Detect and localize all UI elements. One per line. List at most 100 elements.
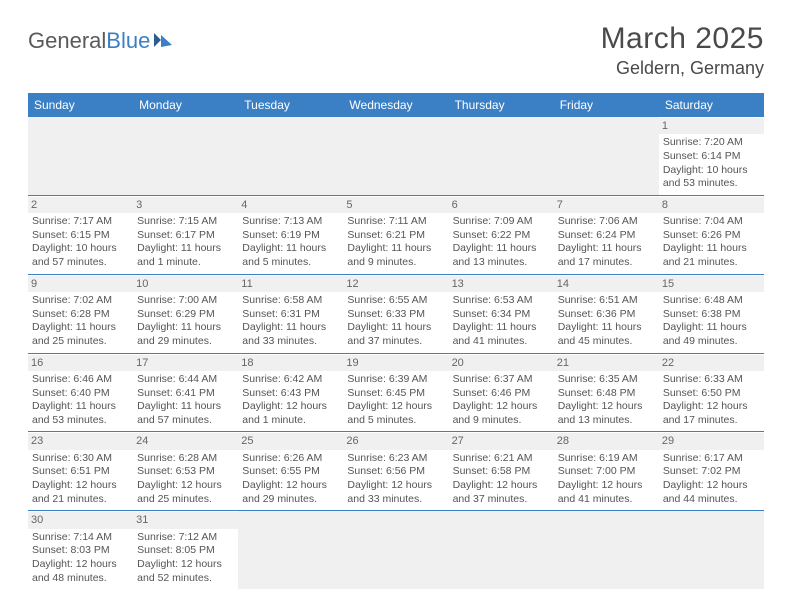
calendar-cell-blank	[238, 511, 343, 589]
calendar-cell-blank	[449, 511, 554, 589]
calendar-cell: 20 Sunrise: 6:37 AMSunset: 6:46 PMDayligh…	[449, 354, 554, 432]
day-detail: and 1 minute.	[242, 414, 339, 428]
day-number: 5	[343, 197, 448, 213]
day-number: 19	[343, 355, 448, 371]
day-detail: Daylight: 11 hours	[242, 321, 339, 335]
day-detail: Sunrise: 7:13 AM	[242, 215, 339, 229]
day-detail: Sunset: 6:22 PM	[453, 229, 550, 243]
day-detail: and 53 minutes.	[32, 414, 129, 428]
day-number: 25	[238, 433, 343, 449]
day-detail: Daylight: 11 hours	[558, 321, 655, 335]
day-number: 3	[133, 197, 238, 213]
day-detail: Sunset: 6:15 PM	[32, 229, 129, 243]
calendar-cell: 11Sunrise: 6:58 AMSunset: 6:31 PMDayligh…	[238, 275, 343, 353]
day-detail: Sunset: 6:36 PM	[558, 308, 655, 322]
day-detail: Sunset: 7:00 PM	[558, 465, 655, 479]
day-detail: and 9 minutes.	[347, 256, 444, 270]
day-detail: Daylight: 12 hours	[558, 400, 655, 414]
day-detail: Daylight: 12 hours	[32, 558, 129, 572]
day-detail: and 52 minutes.	[137, 572, 234, 586]
day-detail: Sunset: 6:29 PM	[137, 308, 234, 322]
day-number: 8	[659, 197, 764, 213]
calendar-cell: 24Sunrise: 6:28 AMSunset: 6:53 PMDayligh…	[133, 432, 238, 510]
calendar-cell: 25Sunrise: 6:26 AMSunset: 6:55 PMDayligh…	[238, 432, 343, 510]
calendar-cell: 26Sunrise: 6:23 AMSunset: 6:56 PMDayligh…	[343, 432, 448, 510]
day-detail: and 49 minutes.	[663, 335, 760, 349]
calendar-week: 16Sunrise: 6:46 AMSunset: 6:40 PMDayligh…	[28, 354, 764, 433]
day-detail: Daylight: 12 hours	[137, 558, 234, 572]
day-detail: and 13 minutes.	[558, 414, 655, 428]
day-detail: Sunset: 6:43 PM	[242, 387, 339, 401]
calendar-cell-blank	[28, 117, 133, 195]
day-detail: Sunrise: 7:02 AM	[32, 294, 129, 308]
logo: GeneralBlue	[28, 28, 174, 54]
day-detail: Daylight: 11 hours	[558, 242, 655, 256]
day-detail: and 41 minutes.	[558, 493, 655, 507]
day-detail: and 13 minutes.	[453, 256, 550, 270]
calendar-grid: 1Sunrise: 7:20 AMSunset: 6:14 PMDaylight…	[28, 117, 764, 589]
calendar-cell: 12Sunrise: 6:55 AMSunset: 6:33 PMDayligh…	[343, 275, 448, 353]
calendar-cell: 6Sunrise: 7:09 AMSunset: 6:22 PMDaylight…	[449, 196, 554, 274]
day-detail: Sunset: 6:58 PM	[453, 465, 550, 479]
day-detail: Sunset: 6:55 PM	[242, 465, 339, 479]
calendar-week: 23Sunrise: 6:30 AMSunset: 6:51 PMDayligh…	[28, 432, 764, 511]
day-detail: and 33 minutes.	[347, 493, 444, 507]
day-detail: Daylight: 11 hours	[453, 321, 550, 335]
calendar-cell-blank	[554, 117, 659, 195]
day-detail: Daylight: 12 hours	[663, 400, 760, 414]
day-detail: Sunrise: 7:06 AM	[558, 215, 655, 229]
day-detail: Daylight: 10 hours	[32, 242, 129, 256]
day-number: 12	[343, 276, 448, 292]
day-detail: and 21 minutes.	[663, 256, 760, 270]
weekday-label: Monday	[133, 93, 238, 117]
day-detail: and 41 minutes.	[453, 335, 550, 349]
day-detail: Sunrise: 6:37 AM	[453, 373, 550, 387]
day-detail: and 29 minutes.	[137, 335, 234, 349]
calendar-cell: 4Sunrise: 7:13 AMSunset: 6:19 PMDaylight…	[238, 196, 343, 274]
calendar-cell-blank	[343, 117, 448, 195]
day-detail: Daylight: 10 hours	[663, 164, 760, 178]
day-detail: Sunrise: 6:53 AM	[453, 294, 550, 308]
day-detail: Sunset: 6:56 PM	[347, 465, 444, 479]
header: GeneralBlue March 2025 Geldern, Germany	[28, 22, 764, 79]
logo-flag-icon	[152, 31, 174, 49]
day-detail: Sunrise: 6:17 AM	[663, 452, 760, 466]
day-number: 1	[659, 118, 764, 134]
day-detail: Sunset: 6:46 PM	[453, 387, 550, 401]
day-detail: Daylight: 12 hours	[453, 400, 550, 414]
day-detail: Sunset: 6:19 PM	[242, 229, 339, 243]
day-detail: Daylight: 11 hours	[32, 400, 129, 414]
weekday-label: Friday	[554, 93, 659, 117]
calendar-cell: 16Sunrise: 6:46 AMSunset: 6:40 PMDayligh…	[28, 354, 133, 432]
calendar-cell: 2Sunrise: 7:17 AMSunset: 6:15 PMDaylight…	[28, 196, 133, 274]
day-detail: Daylight: 11 hours	[242, 242, 339, 256]
day-detail: Daylight: 12 hours	[453, 479, 550, 493]
calendar-cell-blank	[554, 511, 659, 589]
day-detail: Daylight: 11 hours	[137, 242, 234, 256]
day-detail: and 17 minutes.	[663, 414, 760, 428]
day-detail: Sunrise: 6:19 AM	[558, 452, 655, 466]
day-detail: and 5 minutes.	[242, 256, 339, 270]
day-detail: Daylight: 11 hours	[347, 242, 444, 256]
day-detail: Sunset: 6:33 PM	[347, 308, 444, 322]
weekday-label: Sunday	[28, 93, 133, 117]
day-number: 24	[133, 433, 238, 449]
day-detail: and 48 minutes.	[32, 572, 129, 586]
day-detail: Sunrise: 7:12 AM	[137, 531, 234, 545]
day-detail: and 29 minutes.	[242, 493, 339, 507]
day-detail: Sunrise: 7:09 AM	[453, 215, 550, 229]
day-number: 13	[449, 276, 554, 292]
day-detail: Sunrise: 6:35 AM	[558, 373, 655, 387]
weekday-label: Wednesday	[343, 93, 448, 117]
day-number: 20	[449, 355, 554, 371]
day-detail: Daylight: 11 hours	[663, 321, 760, 335]
calendar-cell-blank	[133, 117, 238, 195]
day-detail: and 37 minutes.	[453, 493, 550, 507]
day-number: 10	[133, 276, 238, 292]
day-number: 9	[28, 276, 133, 292]
day-number: 29	[659, 433, 764, 449]
calendar-cell-blank	[238, 117, 343, 195]
calendar-cell: 9Sunrise: 7:02 AMSunset: 6:28 PMDaylight…	[28, 275, 133, 353]
day-detail: Sunrise: 7:15 AM	[137, 215, 234, 229]
day-number: 17	[133, 355, 238, 371]
